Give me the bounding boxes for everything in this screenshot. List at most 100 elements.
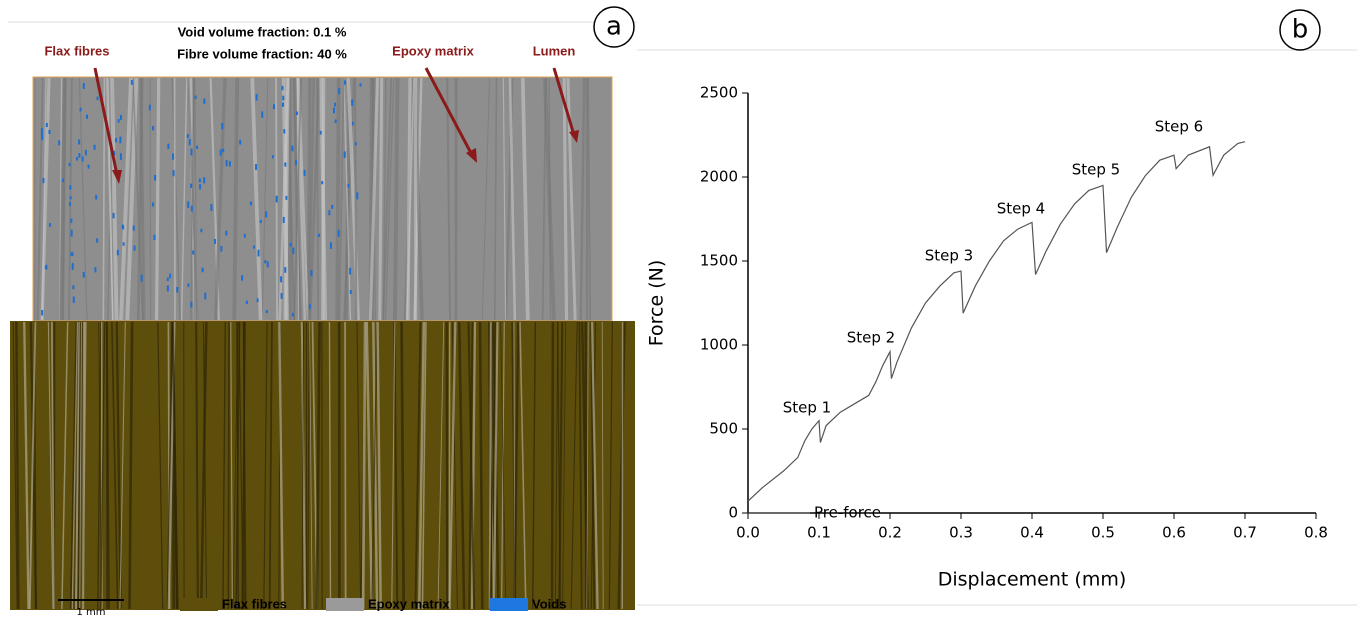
texture [265, 211, 267, 217]
texture [331, 205, 333, 209]
texture [447, 322, 448, 609]
texture [71, 252, 73, 256]
texture [69, 202, 71, 206]
y-tick-label: 1000 [700, 336, 738, 354]
texture [120, 115, 122, 120]
texture [46, 123, 48, 127]
texture [152, 126, 154, 130]
texture [264, 260, 266, 263]
scale-label: 1 mm [76, 607, 105, 618]
x-tick-label: 0.6 [1162, 524, 1186, 542]
texture [355, 78, 356, 320]
x-tick-label: 0.2 [878, 524, 902, 542]
texture [123, 242, 125, 245]
texture [189, 139, 191, 145]
texture [202, 268, 204, 273]
texture [118, 119, 120, 123]
texture [149, 105, 151, 111]
texture [210, 204, 212, 211]
texture [200, 229, 202, 233]
y-tick-label: 0 [728, 504, 738, 522]
texture [276, 196, 278, 203]
texture [167, 278, 169, 281]
texture [222, 149, 224, 153]
texture [203, 177, 205, 183]
texture [220, 149, 222, 155]
texture [42, 178, 44, 183]
texture [83, 272, 85, 278]
texture [190, 184, 192, 189]
texture [85, 150, 87, 156]
texture [338, 88, 340, 94]
texture [190, 149, 192, 156]
legend-label: Epoxy matrix [368, 596, 450, 611]
texture [97, 97, 99, 101]
annotation: Step 1 [783, 399, 831, 417]
texture [190, 302, 192, 308]
texture [318, 234, 320, 237]
texture [72, 285, 74, 289]
texture [196, 146, 198, 149]
texture [273, 104, 275, 109]
legend-label: Voids [532, 596, 566, 611]
texture [70, 196, 72, 199]
y-tick-label: 1500 [700, 252, 738, 270]
texture [256, 94, 258, 101]
texture [344, 151, 346, 158]
texture [96, 238, 98, 242]
callout: Epoxy matrix [392, 43, 474, 58]
texture [338, 230, 340, 237]
texture [113, 213, 115, 218]
texture [349, 268, 351, 275]
texture [141, 275, 143, 282]
texture [49, 223, 51, 227]
texture [335, 119, 337, 123]
texture [69, 185, 71, 190]
texture [258, 250, 260, 257]
texture [285, 196, 287, 200]
texture [88, 165, 90, 169]
texture [133, 226, 135, 231]
texture [154, 175, 156, 181]
annotation: Step 5 [1072, 161, 1120, 179]
texture [267, 261, 269, 267]
texture [355, 142, 357, 145]
texture [62, 178, 64, 181]
panel-label: b [1292, 15, 1309, 45]
void-fraction: Void volume fraction: 0.1 % [178, 24, 347, 39]
annotation: Step 4 [997, 200, 1045, 218]
texture [95, 195, 97, 200]
texture [195, 96, 197, 99]
texture [280, 276, 282, 282]
annotation: Step 3 [925, 247, 973, 265]
texture [347, 184, 349, 188]
texture [321, 181, 323, 184]
legend-swatch [490, 598, 528, 611]
texture [449, 322, 450, 609]
texture [150, 78, 151, 320]
texture [241, 275, 243, 280]
texture [78, 153, 80, 158]
texture [290, 243, 292, 247]
texture [122, 226, 124, 230]
texture [310, 270, 312, 276]
texture [203, 98, 205, 103]
texture [380, 78, 382, 320]
texture [282, 96, 284, 101]
texture [152, 203, 154, 207]
texture [187, 201, 189, 208]
texture [284, 267, 286, 273]
texture [191, 206, 193, 212]
fibre-fraction: Fibre volume fraction: 40 % [177, 46, 347, 61]
panel-label: a [606, 12, 622, 42]
texture [284, 162, 286, 166]
texture [333, 108, 335, 114]
texture [48, 130, 50, 134]
y-tick-label: 2500 [700, 84, 738, 102]
texture [266, 310, 268, 313]
x-tick-label: 0.5 [1091, 524, 1115, 542]
texture [330, 242, 332, 248]
texture [255, 164, 257, 170]
texture [80, 108, 82, 112]
x-tick-label: 0.3 [949, 524, 973, 542]
